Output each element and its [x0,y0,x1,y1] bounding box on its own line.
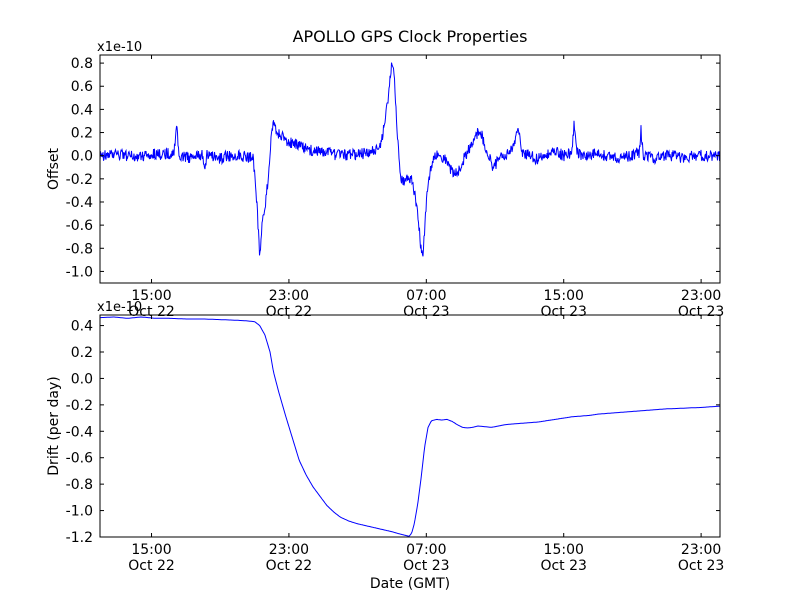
x-tick-date-label: Oct 23 [403,558,449,574]
x-tick-time-label: 15:00 [131,288,171,304]
gps-clock-drift-line [100,316,720,537]
x-tick-date-label: Oct 22 [128,558,174,574]
top-y-axis-label: Offset [46,147,62,190]
x-tick-date-label: Oct 23 [540,558,586,574]
y-tick-label: 0.0 [71,149,93,165]
offset-subplot: 0.8 0.6 0.4 0.2 0.0 -0.2 -0.4 -0.6 -0.8 -1.0 15:00… [66,54,724,320]
x-tick-time-label: 07:00 [406,542,446,558]
x-tick-time-label: 15:00 [544,288,584,304]
plot-title: APOLLO GPS Clock Properties [293,27,528,46]
y-tick-label: -0.8 [66,477,93,493]
y-tick-label: 0.2 [71,345,93,361]
y-tick-label: -0.6 [66,451,93,467]
y-tick-label: 0.2 [71,126,93,142]
x-tick-date-label: Oct 23 [678,304,724,320]
y-tick-label: 0.6 [71,79,93,95]
axes-frame [99,54,721,284]
y-tick-label: -1.2 [66,530,93,546]
drift-subplot: 0.40.20.0-0.2-0.4-0.6-0.8-1.0-1.215:00Oc… [66,314,724,574]
y-tick-label: 0.0 [71,371,93,387]
top-offset-scale-label: x1e-10 [97,40,142,55]
gps-clock-offset-line [99,62,721,257]
y-tick-label: 0.4 [71,319,93,335]
y-tick-label: -1.0 [66,264,93,280]
y-tick-label: 0.8 [71,56,93,72]
axes-frame [99,314,721,538]
y-tick-label: -0.6 [66,218,93,234]
x-tick-date-label: Oct 23 [403,304,449,320]
x-tick-time-label: 23:00 [269,542,309,558]
x-axis-label: Date (GMT) [370,576,450,592]
x-tick-time-label: 23:00 [269,288,309,304]
y-tick-label: -1.0 [66,504,93,520]
y-tick-label: -0.8 [66,241,93,257]
x-tick-date-label: Oct 23 [540,304,586,320]
x-tick-date-label: Oct 23 [678,558,724,574]
y-tick-label: -0.2 [66,172,93,188]
x-tick-time-label: 23:00 [681,542,721,558]
x-tick-date-label: Oct 22 [128,304,174,320]
x-tick-time-label: 15:00 [131,542,171,558]
y-tick-label: -0.4 [66,424,93,440]
x-tick-date-label: Oct 22 [266,304,312,320]
x-tick-date-label: Oct 22 [266,558,312,574]
y-tick-label: -0.2 [66,398,93,414]
x-tick-time-label: 23:00 [681,288,721,304]
bottom-y-axis-label: Drift (per day) [46,376,62,475]
x-tick-time-label: 15:00 [544,542,584,558]
y-tick-label: 0.4 [71,102,93,118]
x-tick-time-label: 07:00 [406,288,446,304]
y-tick-label: -0.4 [66,195,93,211]
bottom-offset-scale-label: x1e-10 [97,300,142,315]
